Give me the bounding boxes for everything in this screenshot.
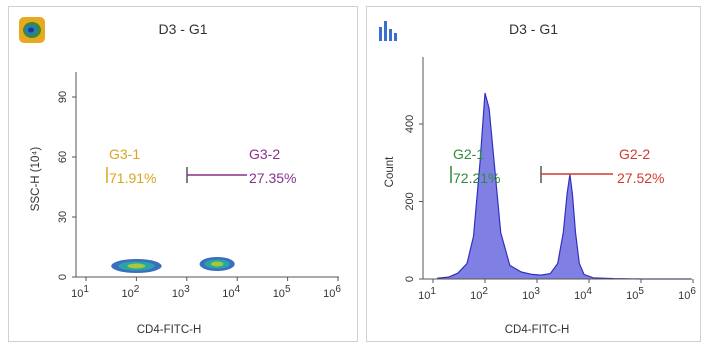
- gate-g2-2-name: G2-2: [619, 146, 650, 162]
- density-plot-icon[interactable]: [19, 17, 45, 43]
- density-plot[interactable]: 0 30 60 90 101 102 103 104 105 106 G3-1 71.91% G…: [9, 7, 359, 343]
- y-tick-label: 30: [57, 211, 69, 223]
- y-axis-label: Count: [384, 156, 396, 187]
- histogram-area: [437, 93, 691, 279]
- histogram-panel[interactable]: D3 - G1 0 200 400 101 102 103 104 105 106 G2-1 …: [366, 6, 701, 342]
- gate-g2-1-name: G2-1: [453, 146, 484, 162]
- gate-g3-2-name: G3-2: [249, 146, 280, 162]
- gate-g3-2-percent: 27.35%: [249, 170, 296, 186]
- y-tick-label: 90: [57, 91, 69, 103]
- x-tick-label: 101: [71, 284, 89, 300]
- plot-title: D3 - G1: [158, 21, 208, 37]
- cluster-2-core: [210, 261, 224, 267]
- y-tick-label: 400: [404, 115, 416, 133]
- y-axis-label: SSC-H (10⁴): [30, 147, 42, 212]
- plot-title: D3 - G1: [508, 21, 558, 37]
- x-tick-label: 106: [323, 284, 341, 300]
- histogram-outline: [437, 92, 691, 280]
- x-tick-label: 102: [121, 284, 139, 300]
- y-tick-label: 0: [57, 274, 69, 280]
- x-tick-label: 105: [273, 284, 291, 300]
- x-tick-label: 104: [222, 284, 240, 300]
- x-tick-label: 104: [574, 286, 592, 302]
- histogram-plot[interactable]: 0 200 400 101 102 103 104 105 106 G2-1 72.21% G…: [367, 7, 702, 343]
- cluster-1-core: [127, 263, 146, 269]
- density-plot-panel[interactable]: D3 - G1 0 30 60 90 101 102 103 104 105 106 G3-1 …: [8, 6, 358, 342]
- x-tick-label: 101: [418, 286, 436, 302]
- x-axis-label: CD4-FITC-H: [137, 324, 202, 336]
- x-tick-label: 103: [522, 286, 540, 302]
- gate-g2-2-percent: 27.52%: [617, 170, 664, 186]
- y-tick-label: 0: [404, 276, 416, 282]
- x-tick-label: 105: [626, 286, 644, 302]
- x-tick-label: 103: [172, 284, 190, 300]
- y-tick-label: 60: [57, 151, 69, 163]
- x-axis-label: CD4-FITC-H: [505, 324, 570, 336]
- x-tick-label: 102: [470, 286, 488, 302]
- histogram-icon[interactable]: [377, 17, 403, 43]
- gate-g3-1-name: G3-1: [109, 146, 140, 162]
- gate-g3-1-percent: 71.91%: [109, 170, 156, 186]
- x-tick-label: 106: [678, 286, 696, 302]
- gate-g2-1-percent: 72.21%: [453, 170, 500, 186]
- y-tick-label: 200: [404, 192, 416, 210]
